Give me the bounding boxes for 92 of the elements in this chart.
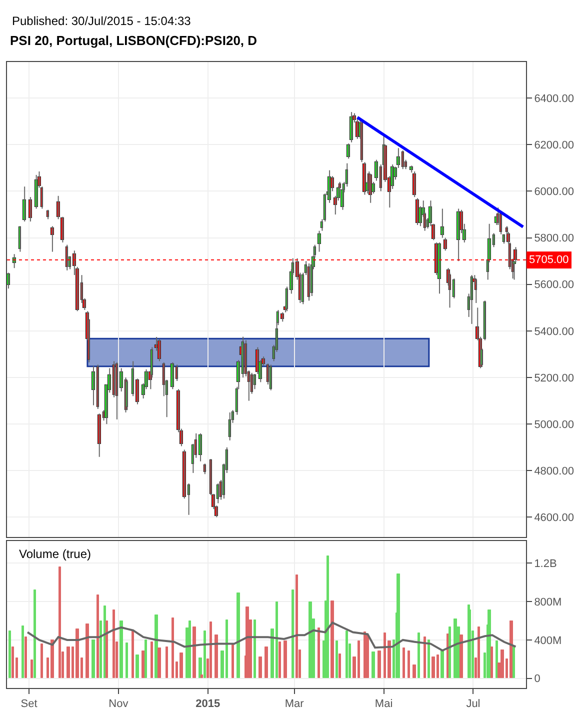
bar	[144, 640, 147, 678]
bar	[408, 650, 410, 678]
bar	[22, 626, 24, 678]
bar	[76, 628, 79, 678]
bar	[432, 656, 435, 678]
bar	[210, 622, 212, 678]
y-tick-label: 1.2B	[534, 558, 557, 570]
bar	[112, 610, 115, 678]
y-tick-label: 6200.00	[534, 140, 574, 152]
bar	[120, 620, 123, 678]
bar	[66, 646, 70, 678]
bar	[200, 674, 203, 678]
bar	[50, 640, 54, 678]
y-tick-label: 400M	[534, 634, 562, 647]
x-tick-label: Mai	[374, 698, 393, 710]
y-tick-label: 5000.00	[534, 418, 574, 431]
bar	[214, 634, 218, 678]
y-tick-label: 5400.00	[534, 326, 574, 338]
x-tick-label: Jul	[466, 698, 480, 710]
bar	[318, 628, 320, 678]
bar	[412, 664, 416, 678]
y-tick-label: 0	[534, 673, 540, 686]
bar	[284, 640, 287, 678]
bar	[278, 642, 281, 678]
bar	[336, 640, 338, 678]
bar	[428, 640, 430, 678]
bar	[34, 590, 36, 678]
bar	[166, 646, 168, 678]
bar	[92, 640, 95, 678]
bar	[326, 556, 329, 678]
bar	[136, 654, 139, 678]
bar	[372, 652, 375, 678]
bar	[440, 650, 444, 678]
bar	[232, 644, 234, 678]
bar	[40, 644, 43, 678]
bar	[24, 636, 27, 678]
chart-title: PSI 20, Portugal, LISBON(CFD):PSI20, D	[10, 33, 258, 48]
bar	[172, 618, 174, 678]
bar	[448, 626, 451, 678]
bar	[424, 636, 426, 678]
bar	[496, 640, 498, 678]
bar	[254, 620, 256, 678]
y-tick-label: 6400.00	[534, 92, 574, 105]
y-tick-label: 5800.00	[534, 232, 574, 245]
x-tick-label: Set	[20, 698, 38, 710]
x-tick-label: Mar	[284, 698, 304, 710]
bar	[106, 620, 108, 678]
x-tick-label: 2015	[196, 698, 220, 710]
bar	[330, 600, 334, 678]
y-tick-label: 800M	[534, 596, 562, 608]
bar	[154, 614, 158, 678]
bar	[460, 634, 463, 678]
bar	[292, 590, 294, 678]
bar	[512, 646, 515, 678]
ref-line-label: 5705.00	[529, 254, 569, 266]
bar	[96, 594, 99, 678]
y-tick-label: 4600.00	[534, 512, 574, 524]
bar	[192, 626, 196, 678]
y-tick-label: 5200.00	[534, 372, 574, 384]
bar	[180, 652, 183, 678]
bar	[58, 566, 61, 678]
bar	[478, 626, 480, 678]
bar	[132, 630, 134, 678]
bar	[500, 650, 504, 678]
bar	[366, 634, 369, 678]
bar	[236, 592, 240, 678]
bar	[30, 660, 33, 678]
y-tick-label: 6000.00	[534, 186, 574, 198]
bar	[158, 648, 161, 678]
bar	[490, 646, 493, 678]
bar	[258, 656, 262, 678]
bar	[264, 646, 268, 678]
bar	[488, 610, 491, 678]
bar	[338, 654, 341, 678]
bar	[126, 642, 128, 678]
x-tick-label: Nov	[108, 698, 129, 710]
line-series	[26, 622, 517, 652]
y-tick-label: 5600.00	[534, 279, 574, 292]
bar	[396, 574, 400, 678]
y-tick-label: 4800.00	[534, 465, 574, 478]
bar	[378, 650, 381, 678]
bar	[8, 630, 11, 678]
text: Volume (true)	[19, 547, 92, 561]
bar	[12, 646, 14, 678]
bar	[296, 574, 298, 678]
bar	[188, 620, 191, 678]
bar	[402, 648, 405, 678]
bar	[418, 632, 420, 678]
bar	[346, 630, 348, 678]
bar	[86, 624, 89, 678]
bar	[150, 642, 153, 678]
chart-subtitle: Published: 30/Jul/2015 - 15:04:33	[12, 14, 192, 28]
